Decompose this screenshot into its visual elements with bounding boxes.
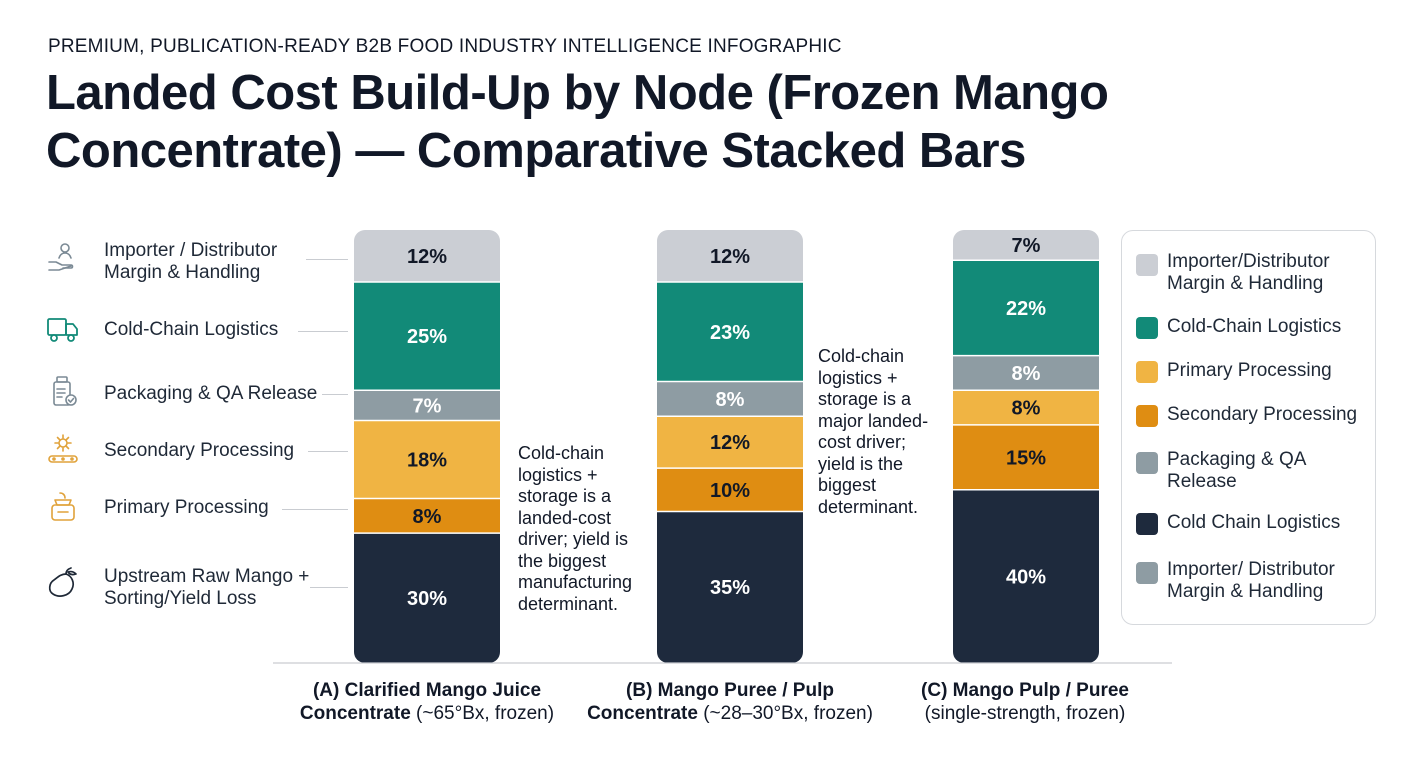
mango-icon	[48, 567, 77, 597]
leader-line	[298, 331, 348, 332]
legend-label: Secondary Processing	[1167, 404, 1358, 425]
category-b-name: (B) Mango Puree / Pulp Concentrate	[587, 680, 834, 724]
bar-segment-packaging-qa-release	[354, 390, 500, 421]
leader-line	[282, 509, 348, 510]
category-label-b: (B) Mango Puree / Pulp Concentrate (~28–…	[580, 679, 880, 725]
legend-label: Importer/ Distributor Margin & Handling	[1167, 559, 1335, 602]
row-label-packaging: Packaging & QA Release	[104, 383, 318, 404]
gear-conveyor-icon	[48, 434, 78, 463]
row-label-importer-margin: Importer / Distributor Margin & Handling	[104, 240, 278, 283]
bar-segment-cold-chain-logistics	[354, 281, 500, 391]
legend-swatch	[1136, 405, 1158, 427]
bar-segment-packaging-qa-release	[953, 355, 1099, 391]
bar-stack-2	[953, 230, 1099, 663]
data-label: 7%	[1012, 235, 1041, 257]
legend-swatch	[1136, 562, 1158, 584]
bar-segment-primary-processing	[354, 498, 500, 534]
bar-segment-secondary-processing	[953, 390, 1099, 425]
category-b-spec: (~28–30°Bx, frozen)	[697, 703, 873, 724]
legend-swatch	[1136, 254, 1158, 276]
legend: Importer/Distributor Margin & Handling C…	[1121, 230, 1376, 625]
data-label: 12%	[710, 432, 750, 454]
leader-line	[306, 259, 348, 260]
data-label: 7%	[413, 395, 442, 417]
legend-label: Cold Chain Logistics	[1167, 512, 1341, 533]
category-a-spec: (~65°Bx, frozen)	[410, 703, 555, 724]
bar-segment-secondary-processing	[657, 416, 803, 469]
data-label: 12%	[407, 246, 447, 268]
category-c-spec: (single-strength, frozen)	[924, 703, 1126, 724]
legend-label: Cold-Chain Logistics	[1167, 316, 1342, 337]
annotation-b: Cold-chain logistics + storage is a majo…	[818, 346, 929, 517]
bar-segment-upstream-raw-mango-sorting-yield-loss	[657, 511, 803, 663]
row-label-upstream-raw-mango: Upstream Raw Mango + Sorting/Yield Loss	[104, 566, 310, 609]
category-a-name: (A) Clarified Mango Juice Concentrate	[299, 680, 542, 724]
bar-segment-upstream-raw-mango-sorting-yield-loss	[354, 533, 500, 663]
legend-label: Packaging & QA Release	[1167, 449, 1306, 492]
data-label: 10%	[710, 480, 750, 502]
legend-swatch	[1136, 317, 1158, 339]
bar-segment-primary-processing	[657, 468, 803, 512]
row-label-primary-processing: Primary Processing	[104, 497, 269, 518]
chart-title: Landed Cost Build-Up by Node (Frozen Man…	[46, 66, 1109, 178]
data-label: 8%	[1012, 398, 1041, 420]
package-check-icon	[53, 376, 77, 406]
category-label-c: (C) Mango Pulp / Puree (single-strength,…	[875, 679, 1175, 725]
legend-swatch	[1136, 361, 1158, 383]
bar-segment-packaging-qa-release	[657, 381, 803, 417]
bar-stack-0	[354, 230, 500, 663]
category-c-name: (C) Mango Pulp / Puree	[921, 680, 1129, 701]
bar-segment-secondary-processing	[354, 420, 500, 499]
leader-line	[310, 587, 348, 588]
leader-line	[308, 451, 348, 452]
leader-line	[322, 394, 348, 395]
data-label: 8%	[716, 389, 745, 411]
data-label: 35%	[710, 577, 750, 599]
bar-segment-importer-distributor-margin-handling	[953, 230, 1099, 261]
data-label: 12%	[710, 246, 750, 268]
data-label: 23%	[710, 322, 750, 344]
row-label-cold-chain: Cold-Chain Logistics	[104, 319, 279, 340]
bar-segment-upstream-raw-mango-sorting-yield-loss	[953, 489, 1099, 663]
data-label: 25%	[407, 326, 447, 348]
data-label: 8%	[1012, 363, 1041, 385]
data-label: 40%	[1006, 566, 1046, 588]
data-label: 8%	[413, 506, 442, 528]
bar-segment-primary-processing	[953, 424, 1099, 490]
legend-swatch	[1136, 452, 1158, 474]
header-kicker: PREMIUM, PUBLICATION-READY B2B FOOD INDU…	[48, 36, 842, 57]
legend-label: Primary Processing	[1167, 360, 1332, 381]
bar-stack-1	[657, 230, 803, 663]
category-label-a: (A) Clarified Mango Juice Concentrate (~…	[277, 679, 577, 725]
bar-segment-importer-distributor-margin-handling	[354, 230, 500, 282]
legend-label: Importer/Distributor Margin & Handling	[1167, 251, 1330, 294]
data-label: 22%	[1006, 298, 1046, 320]
row-label-secondary-processing: Secondary Processing	[104, 440, 295, 461]
processing-bin-icon	[51, 492, 75, 521]
truck-icon	[47, 318, 78, 342]
annotation-a: Cold-chain logistics + storage is a land…	[518, 443, 633, 614]
data-label: 30%	[407, 588, 447, 610]
data-label: 18%	[407, 449, 447, 471]
legend-swatch	[1136, 513, 1158, 535]
bar-segment-cold-chain-logistics	[953, 260, 1099, 356]
bar-segment-importer-distributor-margin-handling	[657, 230, 803, 282]
data-label: 15%	[1006, 447, 1046, 469]
hand-person-icon	[48, 243, 74, 271]
bar-segment-cold-chain-logistics	[657, 281, 803, 382]
